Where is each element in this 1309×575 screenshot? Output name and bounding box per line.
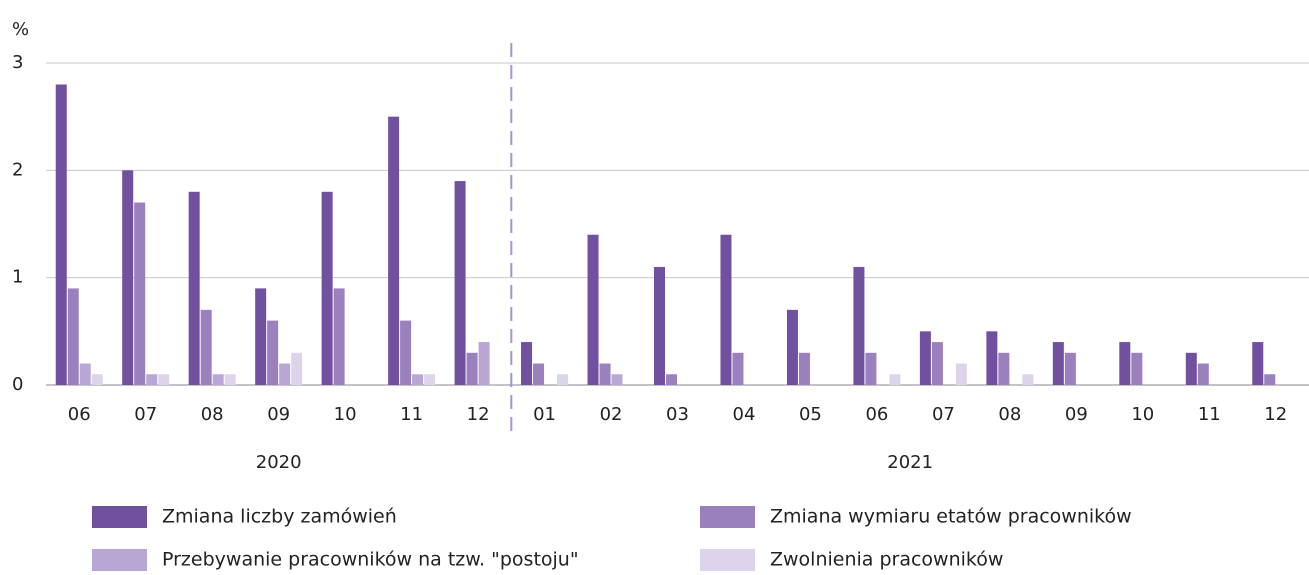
bar <box>55 84 67 385</box>
bar <box>521 342 533 385</box>
legend-label: Przebywanie pracowników na tzw. "postoju… <box>162 549 579 571</box>
legend-swatch <box>700 506 755 528</box>
bar <box>67 288 79 385</box>
bar <box>267 320 279 385</box>
bar <box>1197 363 1209 385</box>
bar <box>865 352 877 385</box>
bar <box>1252 342 1264 385</box>
bar <box>146 374 158 385</box>
bar <box>919 331 931 385</box>
y-tick-label: 3 <box>12 52 23 73</box>
bar <box>466 352 478 385</box>
x-tick-label: 06 <box>865 404 888 425</box>
bar <box>986 331 998 385</box>
x-tick-label: 03 <box>666 404 689 425</box>
legend-label: Zmiana liczby zamówień <box>162 506 397 528</box>
x-tick-label: 09 <box>267 404 290 425</box>
legend-label: Zmiana wymiaru etatów pracowników <box>770 506 1132 528</box>
legend-swatch <box>92 549 147 571</box>
x-group-label: 2021 <box>887 452 933 473</box>
legend-swatch <box>92 506 147 528</box>
bar <box>333 288 345 385</box>
x-tick-label: 07 <box>134 404 157 425</box>
bar <box>1185 352 1197 385</box>
bar <box>400 320 412 385</box>
bar <box>798 352 810 385</box>
bar <box>388 116 400 386</box>
bar <box>889 374 901 385</box>
x-tick-label: 10 <box>1131 404 1154 425</box>
y-tick-label: 0 <box>12 374 23 395</box>
bar <box>454 181 466 385</box>
bar <box>654 266 665 385</box>
x-tick-label: 01 <box>533 404 556 425</box>
bar <box>122 170 134 385</box>
x-tick-label: 05 <box>799 404 822 425</box>
bar <box>1064 352 1076 385</box>
legend-swatch <box>700 549 755 571</box>
bar <box>212 374 224 385</box>
bar <box>279 363 291 385</box>
x-tick-label: 08 <box>998 404 1021 425</box>
x-tick-label: 12 <box>467 404 490 425</box>
bar <box>224 374 236 385</box>
bar <box>599 363 611 385</box>
y-tick-label: 1 <box>12 267 23 288</box>
bar <box>188 191 200 385</box>
bar <box>931 342 943 385</box>
x-tick-label: 11 <box>400 404 423 425</box>
x-tick-label: 07 <box>932 404 955 425</box>
bar <box>853 266 865 385</box>
bar <box>424 374 436 385</box>
x-tick-label: 06 <box>68 404 91 425</box>
bar <box>611 374 623 385</box>
bar <box>1022 374 1034 385</box>
bar <box>666 374 677 385</box>
bar <box>478 342 490 385</box>
bar <box>158 374 170 385</box>
bar <box>412 374 424 385</box>
bar <box>533 363 545 385</box>
x-tick-label: 04 <box>733 404 756 425</box>
bar <box>1119 342 1131 385</box>
x-tick-label: 02 <box>600 404 623 425</box>
x-tick-label: 12 <box>1264 404 1287 425</box>
bar <box>255 288 267 385</box>
bar <box>134 202 146 385</box>
bar <box>998 352 1010 385</box>
x-tick-label: 08 <box>201 404 224 425</box>
x-group-label: 2020 <box>256 452 302 473</box>
bar <box>732 352 744 385</box>
x-tick-label: 09 <box>1065 404 1088 425</box>
bar <box>786 309 798 385</box>
bar <box>200 309 212 385</box>
x-tick-label: 10 <box>334 404 357 425</box>
bar <box>291 352 303 385</box>
bar <box>955 363 967 385</box>
legend-label: Zwolnienia pracowników <box>770 549 1003 571</box>
bar <box>1264 374 1276 385</box>
bar <box>557 374 569 385</box>
bar <box>1131 352 1143 385</box>
y-tick-label: 2 <box>12 159 23 180</box>
bar <box>79 363 91 385</box>
bar <box>321 191 333 385</box>
bar <box>720 234 732 385</box>
bar <box>91 374 103 385</box>
bar <box>1052 342 1064 385</box>
x-tick-label: 11 <box>1198 404 1221 425</box>
y-unit: % <box>12 19 29 40</box>
bar <box>587 234 599 385</box>
